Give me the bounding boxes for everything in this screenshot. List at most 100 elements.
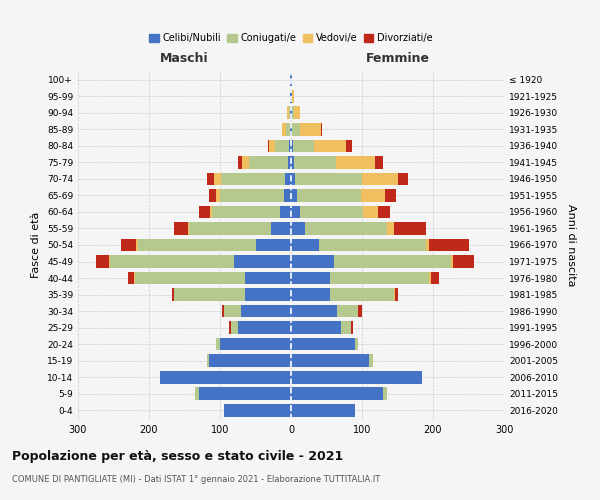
Bar <box>290 90 291 103</box>
Bar <box>330 272 430 284</box>
Bar <box>284 189 291 202</box>
Bar <box>289 106 290 120</box>
Bar <box>305 222 387 235</box>
Bar <box>290 123 291 136</box>
Bar <box>291 255 334 268</box>
Bar <box>234 255 291 268</box>
Bar <box>268 140 269 152</box>
Bar <box>288 156 291 169</box>
Bar <box>431 272 439 284</box>
Bar <box>238 156 242 169</box>
Bar <box>330 288 394 301</box>
Bar <box>291 123 292 136</box>
Bar <box>249 156 288 169</box>
Bar <box>136 238 139 252</box>
Bar <box>217 189 220 202</box>
Bar <box>291 288 330 301</box>
Bar <box>291 189 296 202</box>
Bar <box>341 321 352 334</box>
Y-axis label: Anni di nascita: Anni di nascita <box>566 204 577 286</box>
Bar <box>128 272 134 284</box>
Bar <box>369 354 373 367</box>
Bar <box>291 172 295 186</box>
Bar <box>230 321 238 334</box>
Bar <box>387 222 394 235</box>
Bar <box>291 106 292 120</box>
Bar <box>291 272 330 284</box>
Bar <box>337 156 376 169</box>
Bar <box>291 304 337 318</box>
Bar <box>395 288 398 301</box>
Bar <box>334 255 451 268</box>
Bar <box>291 370 422 384</box>
Bar <box>383 387 387 400</box>
Bar <box>362 172 398 186</box>
Bar <box>290 74 291 86</box>
Bar <box>321 123 322 136</box>
Bar <box>291 354 369 367</box>
Bar <box>195 387 199 400</box>
Bar <box>292 123 299 136</box>
Text: COMUNE DI PANTIGLIATE (MI) - Dati ISTAT 1° gennaio 2021 - Elaborazione TUTTITALI: COMUNE DI PANTIGLIATE (MI) - Dati ISTAT … <box>12 475 380 484</box>
Bar <box>355 338 358 350</box>
Bar <box>96 255 109 268</box>
Bar <box>291 90 292 103</box>
Bar <box>110 255 234 268</box>
Bar <box>190 222 271 235</box>
Bar <box>290 106 291 120</box>
Legend: Celibi/Nubili, Coniugati/e, Vedovi/e, Divorziati/e: Celibi/Nubili, Coniugati/e, Vedovi/e, Di… <box>145 30 437 47</box>
Bar <box>376 156 383 169</box>
Bar <box>139 238 256 252</box>
Bar <box>134 272 135 284</box>
Bar <box>291 238 319 252</box>
Bar <box>385 189 396 202</box>
Bar <box>209 189 217 202</box>
Bar <box>426 238 430 252</box>
Bar <box>245 272 291 284</box>
Bar <box>294 156 337 169</box>
Bar <box>269 140 275 152</box>
Bar <box>242 156 249 169</box>
Bar <box>212 206 280 218</box>
Bar <box>286 172 291 186</box>
Bar <box>199 206 210 218</box>
Bar <box>394 222 426 235</box>
Bar <box>109 255 110 268</box>
Bar <box>256 238 291 252</box>
Bar <box>287 106 289 120</box>
Bar <box>217 338 220 350</box>
Bar <box>291 338 355 350</box>
Bar <box>174 222 188 235</box>
Bar <box>394 288 395 301</box>
Bar <box>291 74 292 86</box>
Bar <box>224 404 291 416</box>
Bar <box>294 106 299 120</box>
Bar <box>214 172 221 186</box>
Bar <box>280 206 291 218</box>
Bar <box>221 172 286 186</box>
Bar <box>245 288 291 301</box>
Bar <box>453 255 474 268</box>
Bar <box>292 106 294 120</box>
Bar <box>292 90 294 103</box>
Bar <box>291 404 355 416</box>
Text: Femmine: Femmine <box>365 52 430 65</box>
Bar <box>238 321 291 334</box>
Text: Popolazione per età, sesso e stato civile - 2021: Popolazione per età, sesso e stato civil… <box>12 450 343 463</box>
Bar <box>222 304 224 318</box>
Bar <box>296 189 361 202</box>
Bar <box>174 288 245 301</box>
Text: Maschi: Maschi <box>160 52 209 65</box>
Bar <box>364 206 377 218</box>
Bar <box>314 140 346 152</box>
Bar <box>207 354 209 367</box>
Bar <box>241 304 291 318</box>
Bar <box>283 123 286 136</box>
Bar <box>430 272 431 284</box>
Bar <box>295 172 362 186</box>
Bar <box>199 387 291 400</box>
Bar <box>299 123 321 136</box>
Bar <box>291 387 383 400</box>
Bar <box>319 238 426 252</box>
Bar <box>286 123 290 136</box>
